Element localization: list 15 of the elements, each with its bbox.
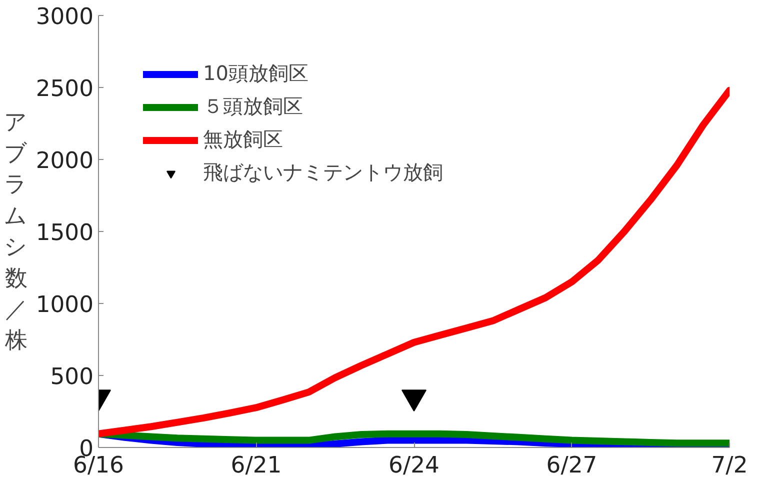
x-tick-label: 6/24 (388, 452, 440, 478)
y-tick-label: 1500 (36, 220, 94, 246)
y-tick-label: 2000 (36, 148, 94, 174)
x-tick-label: 6/27 (546, 452, 598, 478)
y-tick-label: 2500 (36, 76, 94, 102)
legend-label: 10頭放飼区 (203, 60, 308, 87)
y-tick-label: 1000 (36, 292, 94, 318)
legend-label: 無放飼区 (203, 126, 283, 153)
y-tick-label: 3000 (36, 4, 94, 30)
x-tick-label: 7/2 (711, 452, 748, 478)
y-axis-title: アブラムシ数／株 (4, 109, 28, 354)
legend-label: ５頭放飼区 (203, 93, 303, 120)
y-tick-label: 500 (50, 364, 94, 390)
x-tick-label: 6/21 (230, 452, 282, 478)
legend-label: 飛ばないナミテントウ放飼 (203, 159, 443, 186)
